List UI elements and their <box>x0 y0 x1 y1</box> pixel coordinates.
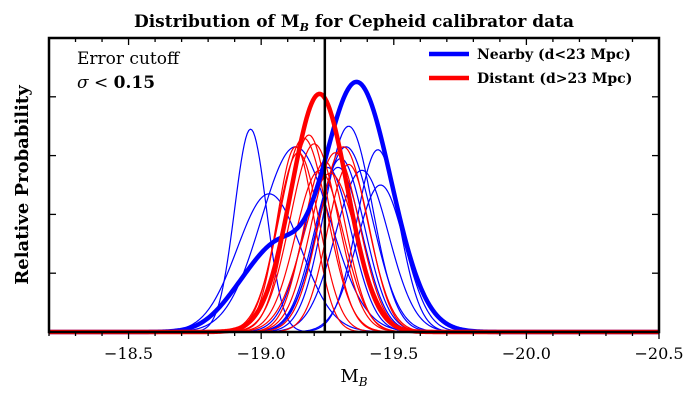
annotation-symbol: σ <box>77 73 89 93</box>
legend: Nearby (d<23 Mpc) Distant (d>23 Mpc) <box>429 47 632 87</box>
x-axis-label-main: M <box>340 366 358 387</box>
x-tick-label: −19.5 <box>369 344 418 363</box>
annotation-line1: Error cutoff <box>77 49 181 69</box>
x-tick-label: −19.0 <box>237 344 286 363</box>
x-tick-label: −18.5 <box>104 344 153 363</box>
x-tick-label: −20.0 <box>502 344 551 363</box>
chart-title: Distribution of MB for Cepheid calibrato… <box>134 12 574 34</box>
chart-title-main: Distribution of M <box>134 12 300 32</box>
chart-title-tail: for Cepheid calibrator data <box>309 12 574 32</box>
plot-frame <box>47 36 661 334</box>
axis-ticks: −18.5 −19.0 −19.5 −20.0 −20.5 <box>48 37 684 363</box>
annotation-line2: σ < 0.15 <box>77 73 155 93</box>
x-axis-label: MB <box>340 366 367 389</box>
x-axis-label-subscript: B <box>358 375 368 389</box>
legend-label-0: Nearby (d<23 Mpc) <box>477 47 631 63</box>
chart-title-subscript: B <box>299 21 309 34</box>
annotation-relation: < <box>94 73 108 93</box>
legend-label-1: Distant (d>23 Mpc) <box>477 71 632 87</box>
x-tick-label: −20.5 <box>634 344 683 363</box>
y-axis-label: Relative Probability <box>12 85 33 285</box>
annotation-value: 0.15 <box>114 73 155 93</box>
